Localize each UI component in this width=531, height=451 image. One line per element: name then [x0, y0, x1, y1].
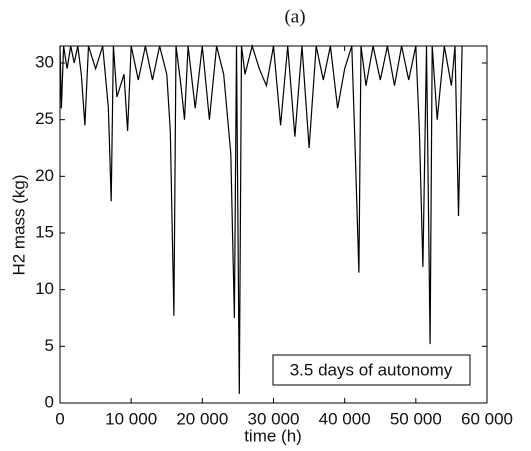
x-tick-label: 50 000: [390, 409, 442, 428]
x-tick-label: 30 000: [248, 409, 300, 428]
y-tick-label: 5: [45, 336, 54, 355]
y-tick-label: 0: [45, 392, 54, 411]
x-tick-label: 40 000: [319, 409, 371, 428]
y-tick-label: 10: [35, 279, 54, 298]
x-tick-label: 60 000: [461, 409, 513, 428]
annotation-box: [272, 354, 471, 386]
y-tick-label: 20: [35, 166, 54, 185]
y-tick-label: 30: [35, 52, 54, 71]
y-axis-label: H2 mass (kg): [9, 174, 28, 275]
plot-frame: [59, 45, 488, 404]
annotation: 3.5 days of autonomy: [290, 360, 453, 379]
data-line: [59, 43, 463, 394]
x-tick-label: 20 000: [176, 409, 228, 428]
x-axis-label: time (h): [244, 426, 302, 445]
y-tick-label: 15: [35, 222, 54, 241]
x-tick-label: 0: [55, 409, 64, 428]
y-tick-label: 25: [35, 109, 54, 128]
x-tick-label: 10 000: [105, 409, 157, 428]
chart-title: (a): [284, 6, 305, 27]
